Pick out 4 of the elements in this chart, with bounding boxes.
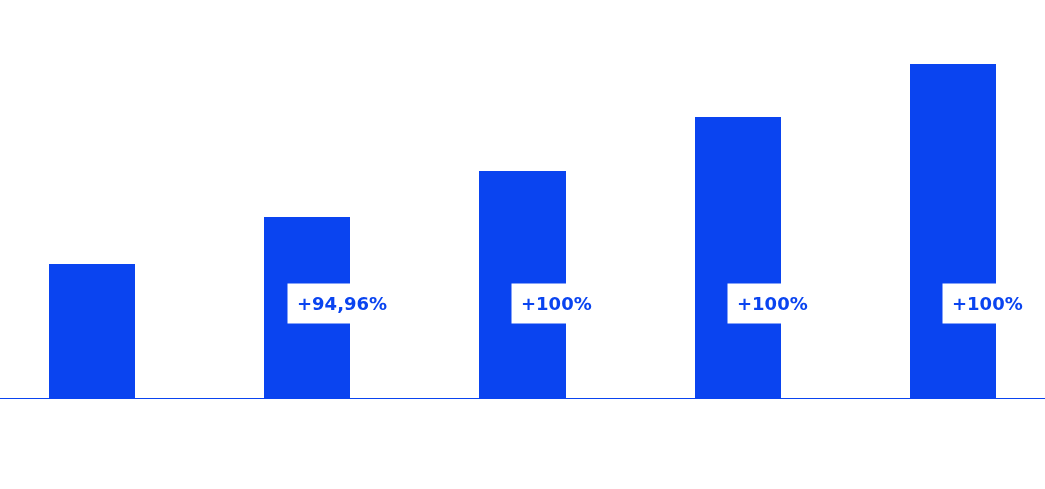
annotation: +100% bbox=[521, 293, 592, 314]
annotation: +100% bbox=[952, 293, 1023, 314]
annotation: +100% bbox=[737, 293, 808, 314]
annotation: +94,96% bbox=[297, 293, 388, 314]
